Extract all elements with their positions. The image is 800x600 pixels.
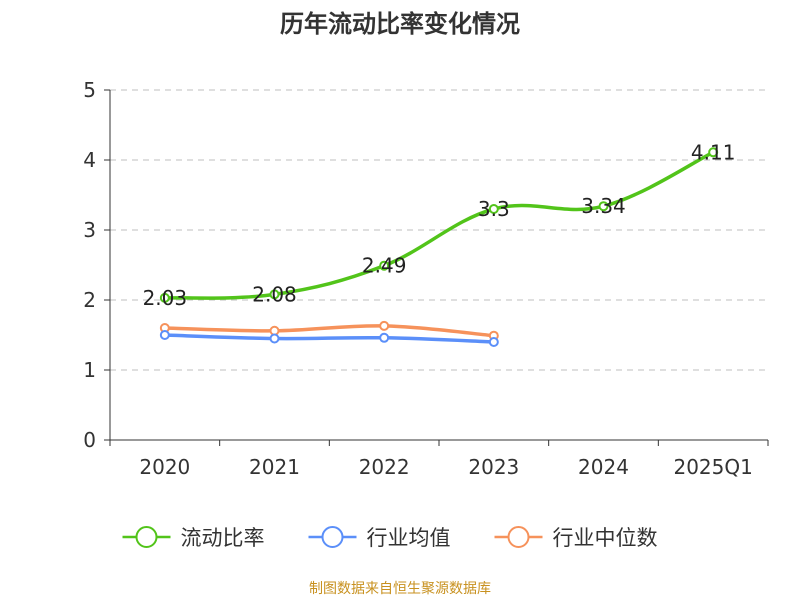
x-tick-label: 2024 — [578, 455, 629, 479]
y-tick-label: 4 — [83, 148, 96, 172]
legend-marker — [321, 526, 344, 548]
data-point — [159, 330, 170, 340]
x-tick-label: 2022 — [359, 455, 410, 479]
x-tick-label: 2021 — [249, 455, 300, 479]
data-point — [269, 333, 280, 344]
legend-label: 流动比率 — [181, 526, 265, 550]
y-tick-label: 1 — [83, 358, 96, 382]
series-line — [163, 150, 715, 300]
data-point — [269, 289, 280, 300]
y-tick-label: 0 — [83, 428, 96, 452]
data-label: 3.34 — [581, 194, 626, 218]
data-point — [488, 204, 499, 214]
legend-marker — [507, 526, 530, 548]
data-label: 2.49 — [362, 254, 407, 278]
data-label: 2.08 — [252, 282, 297, 306]
y-tick-label: 2 — [83, 288, 96, 312]
data-label: 4.11 — [691, 140, 736, 164]
data-point — [708, 147, 719, 158]
series-line — [163, 324, 496, 338]
data-point — [379, 332, 390, 343]
data-label: 3.3 — [478, 197, 510, 221]
chart-title: 历年流动比率变化情况 — [280, 10, 520, 38]
chart-source: 制图数据来自恒生聚源数据库 — [309, 581, 491, 597]
y-tick-label: 5 — [83, 78, 96, 102]
x-tick-label: 2025Q1 — [673, 455, 752, 479]
legend-label: 行业均值 — [367, 526, 451, 550]
x-tick-label: 2020 — [139, 455, 190, 479]
data-point — [488, 337, 499, 347]
data-label: 2.03 — [143, 286, 188, 310]
legend-marker — [135, 526, 158, 548]
data-point — [379, 260, 390, 271]
data-point — [598, 201, 609, 212]
legend-label: 行业中位数 — [553, 526, 658, 550]
x-tick-label: 2023 — [468, 455, 519, 479]
y-tick-label: 3 — [83, 218, 96, 242]
series-line — [163, 333, 496, 344]
data-point — [379, 320, 390, 331]
data-point — [159, 292, 170, 303]
